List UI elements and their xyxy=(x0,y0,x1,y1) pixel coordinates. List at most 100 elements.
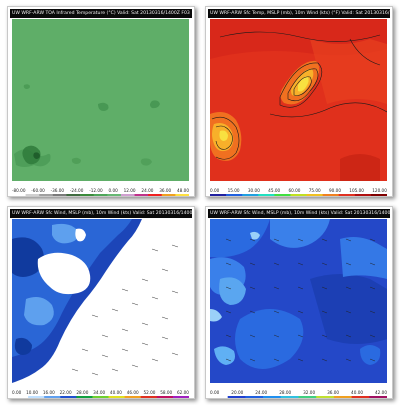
colorbar-segment xyxy=(92,396,109,398)
colorbar-segment xyxy=(290,194,307,196)
colorbar-segment xyxy=(263,396,282,398)
colorbar-segment xyxy=(39,194,54,196)
colorbar-tick-label: 0.00 xyxy=(210,390,220,395)
colorbar-tick-label: 34.00 xyxy=(93,390,106,395)
colorbar-tick-label: -24.00 xyxy=(69,188,84,193)
colorbar-segment xyxy=(76,396,93,398)
colorbar-segment xyxy=(25,194,40,196)
colorbar-segment xyxy=(108,396,125,398)
colorbar-segment xyxy=(172,396,190,398)
colorbar-tick-label: 46.00 xyxy=(126,390,139,395)
colorbar-tick-label: 28.00 xyxy=(279,390,292,395)
surface-wind-panel-left: UW WRF-ARW Sfc Wind, MSLP (mb), 10m Wind… xyxy=(7,206,195,399)
colorbar-segment xyxy=(210,194,227,196)
colorbar-tick-label: 20.00 xyxy=(231,390,244,395)
colorbar-segment xyxy=(351,396,370,398)
ir-temperature-map xyxy=(12,19,189,181)
colorbar xyxy=(12,183,190,196)
colorbar-tick-label: 30.00 xyxy=(247,188,260,193)
colorbar-tick-label: 32.00 xyxy=(303,390,316,395)
colorbar-tick-label: -12.00 xyxy=(89,188,103,193)
colorbar-segment xyxy=(369,396,388,398)
colorbar-segment xyxy=(134,194,149,196)
colorbar-tick-label: 10.00 xyxy=(26,390,39,395)
colorbar-segment xyxy=(280,396,299,398)
colorbar-segment xyxy=(370,194,388,196)
colorbar-tick-label: 120.00 xyxy=(372,188,387,193)
colorbar-tick-label: 105.00 xyxy=(349,188,364,193)
panel-title: UW WRF-ARW Sfc Temp, MSLP (mb), 10m Wind… xyxy=(208,9,390,18)
colorbar xyxy=(210,385,388,398)
colorbar-segment xyxy=(333,396,352,398)
colorbar-segment xyxy=(44,396,61,398)
colorbar-tick-label: -36.00 xyxy=(50,188,65,193)
colorbar-segment xyxy=(245,396,264,398)
colorbar-segment xyxy=(12,194,26,196)
colorbar-segment xyxy=(60,396,77,398)
colorbar-tick-label: 40.00 xyxy=(351,390,364,395)
colorbar-tick-label: 0.00 xyxy=(108,188,118,193)
colorbar-segment xyxy=(210,396,229,398)
colorbar-segment xyxy=(140,396,158,398)
colorbar-tick-label: 52.00 xyxy=(143,390,156,395)
colorbar-segment xyxy=(156,396,174,398)
colorbar-segment xyxy=(52,194,67,196)
colorbar xyxy=(12,385,190,398)
colorbar-ticks: 0.00 10.00 16.00 22.00 28.00 34.00 40.00 46.00 5… xyxy=(12,390,189,396)
colorbar-segment xyxy=(316,396,335,398)
colorbar-tick-label: 42.00 xyxy=(375,390,387,395)
colorbar-segment xyxy=(93,194,108,196)
colorbar-ticks: 0.00 15.00 30.00 45.00 60.00 75.00 90.00 105.00… xyxy=(210,188,387,194)
surface-wind-map-right xyxy=(210,219,387,383)
colorbar-segment xyxy=(175,194,190,196)
panel-title: UW WRF-ARW TOA Infrared Temperature (°C)… xyxy=(10,9,192,18)
colorbar-segment xyxy=(354,194,372,196)
colorbar-tick-label: 16.00 xyxy=(42,390,55,395)
ir-temperature-panel: UW WRF-ARW TOA Infrared Temperature (°C)… xyxy=(7,6,195,197)
colorbar-segment xyxy=(12,396,29,398)
surface-temperature-panel: UW WRF-ARW Sfc Temp, MSLP (mb), 10m Wind… xyxy=(205,6,393,197)
panel-title: UW WRF-ARW Sfc Wind, MSLP (mb), 10m Wind… xyxy=(10,209,192,218)
colorbar-segment xyxy=(66,194,81,196)
colorbar-tick-label: 40.00 xyxy=(109,390,122,395)
colorbar-segment xyxy=(124,396,142,398)
colorbar-tick-label: 90.00 xyxy=(329,188,342,193)
colorbar-tick-label: 58.00 xyxy=(160,390,173,395)
colorbar-segment xyxy=(274,194,291,196)
colorbar-tick-label: 62.00 xyxy=(176,390,189,395)
colorbar-segment xyxy=(227,396,246,398)
colorbar-segment xyxy=(148,194,163,196)
colorbar-tick-label: -60.00 xyxy=(31,188,45,193)
colorbar-segment xyxy=(322,194,340,196)
colorbar-tick-label: 22.00 xyxy=(59,390,72,395)
colorbar-segment xyxy=(161,194,176,196)
surface-wind-panel-right: UW WRF-ARW Sfc Wind, MSLP (mb), 10m Wind… xyxy=(205,206,393,399)
colorbar-tick-label: 0.00 xyxy=(12,390,22,395)
colorbar-tick-label: 75.00 xyxy=(308,188,321,193)
colorbar-tick-label: 45.00 xyxy=(268,188,281,193)
colorbar-segment xyxy=(120,194,135,196)
colorbar-segment xyxy=(28,396,45,398)
colorbar-segment xyxy=(306,194,323,196)
colorbar-segment xyxy=(338,194,356,196)
colorbar-ticks: 0.00 20.00 24.00 28.00 32.00 36.00 40.00 42.00 xyxy=(210,390,387,396)
colorbar-segment xyxy=(298,396,317,398)
colorbar-tick-label: 24.00 xyxy=(141,188,154,193)
colorbar-segment xyxy=(226,194,243,196)
colorbar-segment xyxy=(242,194,259,196)
colorbar-tick-label: 0.00 xyxy=(210,188,220,193)
colorbar-ticks: -80.00 -60.00 -36.00 -24.00 -12.00 0.00 12.00 2… xyxy=(12,188,189,194)
colorbar-tick-label: 28.00 xyxy=(76,390,89,395)
colorbar-segment xyxy=(80,194,95,196)
colorbar xyxy=(210,183,388,196)
colorbar-tick-label: 48.00 xyxy=(177,188,189,193)
colorbar-tick-label: 36.00 xyxy=(327,390,340,395)
colorbar-tick-label: -80.00 xyxy=(12,188,26,193)
colorbar-segment xyxy=(258,194,275,196)
surface-wind-map-left xyxy=(12,219,189,383)
colorbar-tick-label: 36.00 xyxy=(159,188,172,193)
colorbar-segment xyxy=(107,194,122,196)
colorbar-tick-label: 24.00 xyxy=(255,390,268,395)
surface-temperature-map xyxy=(210,19,387,181)
panel-title: UW WRF-ARW Sfc Wind, MSLP (mb), 10m Wind… xyxy=(208,209,390,218)
